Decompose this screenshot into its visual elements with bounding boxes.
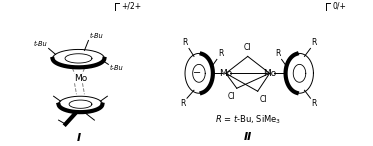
Text: Mo: Mo — [219, 69, 232, 78]
Text: Cl: Cl — [244, 43, 251, 52]
Text: t-Bu: t-Bu — [90, 33, 103, 39]
Text: −: − — [193, 68, 201, 78]
Text: Mo: Mo — [74, 74, 87, 83]
Text: Cl: Cl — [260, 95, 267, 104]
Text: t-Bu: t-Bu — [34, 41, 48, 47]
Text: R: R — [311, 38, 317, 47]
Text: R: R — [311, 99, 317, 108]
Text: R: R — [183, 38, 188, 47]
Text: Cl: Cl — [227, 92, 235, 101]
Text: 0/+: 0/+ — [332, 1, 346, 10]
Text: Mo: Mo — [263, 69, 276, 78]
Text: $R$ = $t$-Bu, SiMe$_3$: $R$ = $t$-Bu, SiMe$_3$ — [214, 114, 281, 126]
Text: I: I — [76, 133, 81, 143]
Text: R: R — [218, 49, 223, 58]
Text: +/2+: +/2+ — [121, 1, 141, 10]
Text: II: II — [244, 132, 252, 142]
Text: t-Bu: t-Bu — [109, 65, 123, 71]
Text: R: R — [275, 49, 280, 58]
Text: R: R — [181, 99, 186, 108]
